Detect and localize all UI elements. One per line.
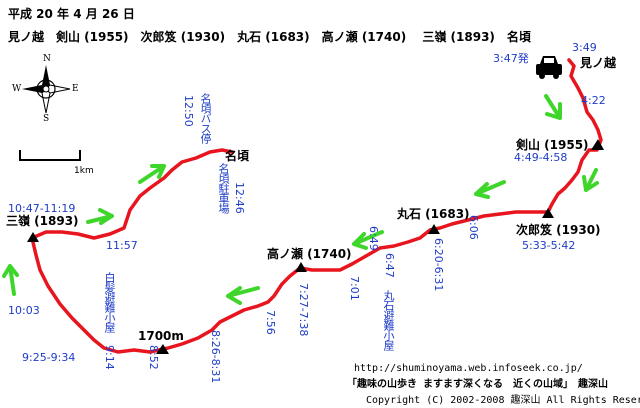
place-minokoshi: 見ノ越 (580, 56, 617, 70)
compass-icon (22, 65, 71, 114)
time-takanose: 7:27-7:38 (297, 283, 310, 337)
place-tsurugisan: 剣山 (1955) (516, 138, 589, 152)
peak-marker-icon (27, 139, 604, 354)
time-0606: 6:06 (467, 215, 480, 240)
place-hakuga-hut: 白髪避難小屋 (103, 272, 116, 332)
arrow-icon (2, 94, 599, 305)
place-nagoro-parking: 名頃駐車場 (217, 163, 230, 213)
place-jirogyu: 次郎笈 (1930) (516, 223, 601, 237)
place-takanose: 高ノ瀬 (1740) (267, 247, 352, 261)
time-sanrei: 10:47-11:19 (8, 202, 76, 215)
time-1157: 11:57 (106, 239, 138, 252)
compass-n: N (43, 54, 51, 64)
place-sanrei: 三嶺 (1893) (6, 214, 79, 228)
compass-s: S (43, 114, 50, 124)
car-icon (536, 56, 562, 79)
time-1250: 12:50 (182, 95, 195, 127)
time-tsurugisan: 4:49-4:58 (514, 151, 568, 164)
time-0826: 8:26-8:31 (209, 330, 222, 384)
compass-w: W (12, 84, 22, 94)
time-0925: 9:25-9:34 (22, 351, 76, 364)
time-1246: 12:46 (233, 182, 246, 214)
time-0422: 4:22 (581, 94, 606, 107)
place-maruishi: 丸石 (1683) (397, 207, 470, 221)
time-0914: 9:14 (103, 345, 116, 370)
time-depart: 3:47発 (493, 52, 529, 65)
compass-e: E (72, 84, 79, 94)
time-0701: 7:01 (348, 276, 361, 301)
time-jirogyu: 5:33-5:42 (522, 239, 576, 252)
time-0647: 6:47 (383, 253, 396, 278)
scale-label: 1km (74, 166, 94, 176)
time-minokoshi: 3:49 (572, 41, 597, 54)
trip-date: 平成 20 年 4 月 26 日 (8, 7, 135, 21)
time-0852: 8:52 (147, 345, 160, 370)
footer-url[interactable]: http://shuminoyama.web.infoseek.co.jp/ (354, 363, 583, 374)
footer-site: 「趣味の山歩き ますます深くなる 近くの山域」 趣深山 (347, 379, 609, 390)
time-maruishi: 6:20-6:31 (432, 238, 445, 292)
place-maruishi-hut: 丸石避難小屋 (382, 290, 395, 350)
footer-copyright: Copyright (C) 2002-2008 趣深山 All Rights R… (366, 395, 640, 406)
place-nagoro-bus: 名頃バス停 (199, 93, 212, 143)
route-summary: 見ノ越 剣山 (1955) 次郎笈 (1930) 丸石 (1683) 高ノ瀬 (… (8, 30, 531, 44)
time-1003: 10:03 (8, 304, 40, 317)
time-0756: 7:56 (264, 310, 277, 335)
place-1700m: 1700m (138, 329, 184, 343)
place-nagoro: 名頃 (225, 149, 250, 163)
time-0649: 6:49 (367, 226, 380, 251)
trail-route (30, 58, 603, 354)
scale-bar (19, 150, 81, 161)
